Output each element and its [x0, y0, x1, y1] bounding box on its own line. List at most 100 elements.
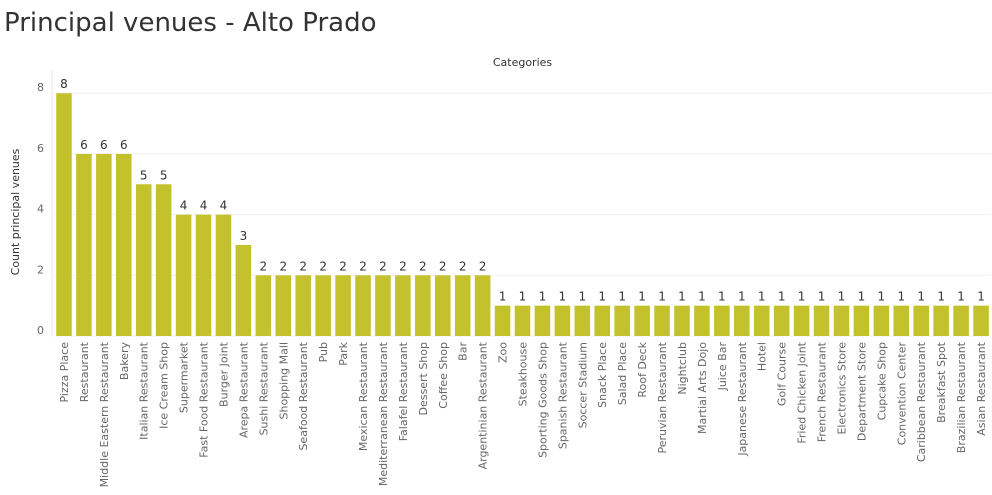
data-label: 1 [718, 290, 726, 304]
data-label: 2 [279, 259, 287, 273]
x-tick-label: Convention Center [895, 342, 908, 446]
x-tick-label: Japanese Restaurant [736, 341, 749, 456]
bar [295, 275, 311, 336]
data-label: 1 [539, 290, 547, 304]
x-tick-label: Nightclub [676, 342, 689, 395]
data-label: 2 [319, 259, 327, 273]
data-label: 4 [220, 199, 228, 213]
x-tick-label: French Restaurant [816, 341, 829, 442]
bar [474, 275, 491, 336]
x-tick-label: Mexican Restaurant [357, 341, 370, 451]
data-label: 2 [260, 259, 268, 273]
data-label: 1 [598, 290, 606, 304]
data-label: 1 [519, 290, 527, 304]
bar [415, 275, 431, 336]
x-tick-label: Snack Place [596, 342, 609, 408]
bar [933, 305, 949, 336]
x-tick-label: Dessert Shop [417, 342, 430, 415]
bar [315, 275, 331, 336]
bar [973, 305, 989, 336]
x-tick-label: Golf Course [776, 342, 789, 406]
bar [913, 305, 929, 336]
data-label: 8 [60, 77, 68, 91]
x-tick-label: Cupcake Shop [875, 342, 888, 420]
data-label: 2 [299, 259, 307, 273]
data-label: 1 [758, 290, 766, 304]
bar [395, 275, 411, 336]
x-tick-label: Asian Restaurant [975, 341, 988, 435]
bar [235, 244, 252, 336]
bar [873, 305, 890, 336]
bar [454, 275, 471, 336]
x-tick-label: Zoo [497, 342, 510, 363]
bar [614, 305, 630, 336]
x-tick-label: Burger Joint [217, 341, 230, 407]
data-label: 2 [439, 259, 447, 273]
bar [215, 214, 232, 336]
x-tick-label: Department Store [855, 342, 868, 441]
y-axis-title: Count principal venues [9, 148, 22, 275]
x-tick-label: Park [337, 341, 350, 365]
x-tick-label: Spanish Restaurant [556, 341, 569, 449]
bar [813, 305, 830, 336]
data-label: 5 [160, 168, 168, 182]
bar [494, 305, 511, 336]
bar [634, 305, 650, 336]
bar [654, 305, 670, 336]
x-tick-label: Brazilian Restaurant [955, 341, 968, 453]
data-label: 1 [977, 290, 985, 304]
x-tick-label: Seafood Restaurant [297, 341, 310, 450]
x-axis: Pizza Place Restaurant Middle Eastern Rest… [58, 341, 988, 487]
bars [56, 93, 989, 336]
bar [674, 305, 690, 336]
data-label: 1 [818, 290, 826, 304]
data-label: 1 [638, 290, 646, 304]
bar [155, 184, 172, 336]
bar [76, 153, 92, 336]
data-label: 1 [678, 290, 686, 304]
x-tick-label: Sporting Goods Shop [536, 342, 549, 458]
data-label: 3 [240, 229, 248, 243]
bar [195, 214, 212, 336]
x-tick-label: Electronics Store [835, 342, 848, 435]
y-tick-label: 2 [37, 263, 44, 276]
data-label: 6 [80, 138, 88, 152]
bar [96, 153, 112, 336]
x-tick-label: Bar [457, 342, 470, 361]
x-tick-label: Pizza Place [58, 342, 71, 403]
x-tick-label: Roof Deck [636, 341, 649, 397]
data-label: 2 [479, 259, 487, 273]
data-label: 2 [399, 259, 407, 273]
data-label: 1 [778, 290, 786, 304]
data-label: 1 [578, 290, 586, 304]
data-label: 1 [559, 290, 567, 304]
chart-header: Categories [493, 56, 553, 69]
x-tick-label: Restaurant [78, 341, 91, 402]
data-label: 1 [917, 290, 925, 304]
data-label: 1 [499, 290, 507, 304]
data-label: 1 [937, 290, 945, 304]
y-axis: 0 2 4 6 8 [37, 81, 44, 337]
bar [355, 275, 371, 336]
data-label: 1 [798, 290, 806, 304]
bar [714, 305, 730, 336]
bar [135, 184, 152, 336]
x-tick-label: Ice Cream Shop [158, 342, 171, 429]
data-label: 1 [658, 290, 666, 304]
bar [694, 305, 710, 336]
data-label: 2 [419, 259, 427, 273]
data-label: 6 [100, 138, 108, 152]
data-labels: 86 6 65 54 4 432 2 2 2 2 2 2 2 2 2 2 21 1 1 1 1 1 1 1 1 1 1 1 1 1 1 1 1 1… [60, 77, 985, 303]
y-tick-label: 6 [37, 142, 44, 155]
bar [833, 305, 850, 336]
x-tick-label: Martial Arts Dojo [696, 342, 709, 434]
data-label: 2 [359, 259, 367, 273]
bar [255, 275, 272, 336]
data-label: 1 [878, 290, 886, 304]
bar [554, 305, 571, 336]
bar [753, 305, 770, 336]
x-tick-label: Italian Restaurant [138, 341, 151, 440]
x-tick-label: Juice Bar [716, 342, 729, 392]
bar [574, 305, 591, 336]
bar [514, 305, 531, 336]
